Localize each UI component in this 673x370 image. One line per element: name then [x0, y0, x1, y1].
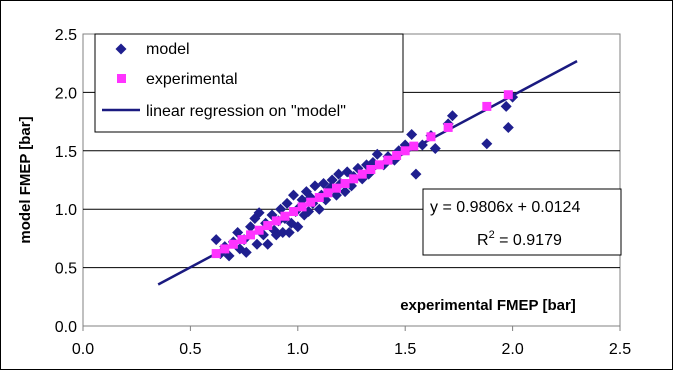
model-point	[326, 174, 338, 186]
points-layer	[210, 90, 519, 262]
experimental-point	[374, 160, 384, 170]
model-point	[292, 221, 304, 233]
model-point	[416, 139, 428, 151]
experimental-point	[392, 150, 402, 160]
model-point	[283, 227, 295, 239]
x-axis-title: experimental FMEP [bar]	[400, 297, 576, 314]
experimental-point	[503, 90, 513, 100]
model-point	[281, 197, 293, 209]
r-squared-superscript: 2	[489, 229, 495, 241]
experimental-point	[400, 146, 410, 156]
experimental-point	[297, 202, 307, 212]
experimental-point	[314, 193, 324, 203]
y-axis-title: model FMEP [bar]	[17, 116, 34, 243]
model-point	[288, 189, 300, 201]
y-tick-label: 2.0	[55, 85, 77, 102]
experimental-point	[323, 188, 333, 198]
experimental-point	[349, 174, 359, 184]
r-squared-value: = 0.9179	[495, 232, 562, 249]
y-tick-label: 0.0	[55, 319, 77, 336]
model-point	[406, 128, 418, 140]
experimental-point	[482, 101, 492, 111]
model-point	[429, 142, 441, 154]
model-point	[253, 207, 265, 219]
experimental-point	[237, 235, 247, 245]
model-point	[240, 246, 252, 258]
x-tick-label: 1.5	[394, 341, 416, 358]
y-tick-label: 0.5	[55, 261, 77, 278]
y-tick-label: 1.5	[55, 144, 77, 161]
y-tick-label: 2.5	[55, 27, 77, 44]
equation-text: y = 0.9806x + 0.0124	[430, 199, 580, 216]
legend-experimental-label: experimental	[146, 71, 238, 88]
equation-box	[422, 188, 622, 256]
model-point	[333, 168, 345, 180]
model-point	[262, 238, 274, 250]
model-point	[339, 186, 351, 198]
experimental-point	[280, 211, 290, 221]
model-point	[371, 148, 383, 160]
legend-model-marker	[115, 43, 127, 55]
experimental-point	[331, 183, 341, 193]
experimental-point	[409, 141, 419, 151]
legend-experimental-marker	[117, 74, 126, 83]
model-point	[500, 100, 512, 112]
experimental-point	[357, 169, 367, 179]
legend-box	[94, 33, 404, 133]
x-tick-label: 2.0	[501, 341, 523, 358]
experimental-point	[306, 197, 316, 207]
x-tick-label: 0.0	[72, 341, 94, 358]
experimental-point	[263, 221, 273, 231]
x-tick-label: 1.0	[287, 341, 309, 358]
experimental-point	[246, 230, 256, 240]
model-point	[502, 121, 514, 133]
experimental-point	[443, 122, 453, 132]
experimental-point	[340, 179, 350, 189]
model-point	[309, 180, 321, 192]
experimental-point	[366, 164, 376, 174]
experimental-point	[220, 244, 230, 254]
model-point	[245, 221, 257, 233]
experimental-point	[426, 132, 436, 142]
model-point	[446, 110, 458, 122]
experimental-point	[271, 216, 281, 226]
experimental-point	[289, 207, 299, 217]
model-point	[313, 203, 325, 215]
tick-labels: 0.0 0.5 1.0 1.5 2.0 2.5 0.0 0.5 1.0 1.5 2.0 2.5	[55, 27, 631, 358]
model-point	[277, 227, 289, 239]
r-squared-text: R2 = 0.9179	[477, 229, 562, 249]
model-point	[210, 234, 222, 246]
regression-equation-box: y = 0.9806x + 0.0124 R2 = 0.9179	[422, 188, 622, 256]
experimental-point	[254, 225, 264, 235]
model-point	[481, 138, 493, 150]
y-tick-label: 1.0	[55, 202, 77, 219]
legend-model-label: model	[146, 41, 190, 58]
experimental-point	[383, 155, 393, 165]
legend: model experimental linear regression on …	[94, 33, 404, 133]
experimental-point	[211, 249, 221, 259]
model-point	[318, 178, 330, 190]
model-point	[410, 168, 422, 180]
legend-regression-label: linear regression on "model"	[146, 103, 346, 120]
model-point	[251, 238, 263, 250]
x-tick-label: 0.5	[179, 341, 201, 358]
x-tick-label: 2.5	[609, 341, 631, 358]
experimental-point	[228, 239, 238, 249]
r-squared-prefix: R	[477, 232, 489, 249]
